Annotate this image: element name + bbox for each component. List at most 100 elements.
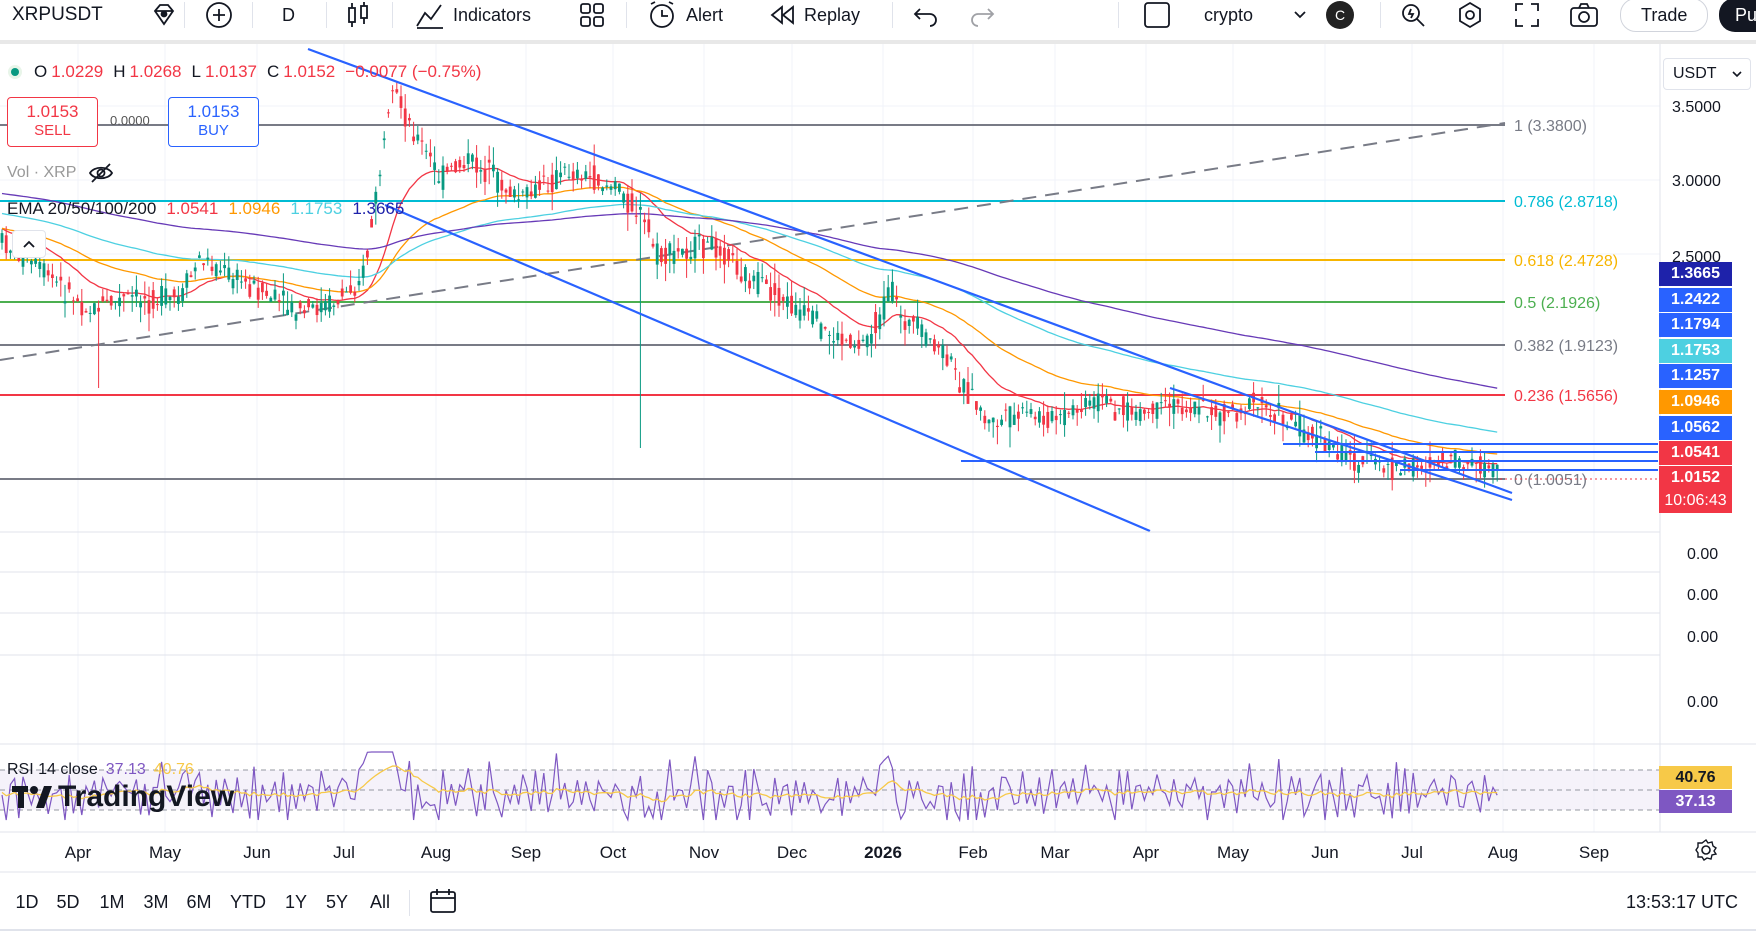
open-value: 1.0229 (51, 62, 104, 81)
candle-body (139, 302, 142, 308)
diamond-icon[interactable] (150, 0, 178, 30)
candle-body (639, 206, 642, 210)
date-range-calendar-icon[interactable] (428, 886, 458, 921)
candle-body (664, 247, 667, 264)
descending-channel[interactable] (307, 47, 1513, 533)
ema-50-line (1, 186, 1498, 455)
price-tick-label: 2.5000 (1672, 249, 1721, 266)
candle-body (815, 311, 819, 319)
market-status-icon[interactable] (8, 65, 22, 79)
candle-body (937, 344, 940, 348)
redo-icon[interactable] (968, 0, 996, 30)
price-badge: 1.0152 (1659, 466, 1732, 490)
candle-body (1231, 404, 1234, 410)
candle-body (63, 301, 67, 304)
candle-body (555, 170, 558, 190)
interval-selector[interactable]: D (282, 4, 295, 25)
eye-hidden-icon[interactable] (88, 162, 114, 184)
dashed-trendline[interactable] (0, 122, 1506, 361)
candle-body (760, 277, 764, 279)
candle-body (1130, 406, 1134, 415)
fibonacci-retracement[interactable]: 1 (3.3800) 0.786 (2.8718) 0.618 (2.4728) 0.… (0, 118, 1618, 489)
open-label: O (34, 62, 48, 81)
range-button[interactable]: YTD (230, 892, 266, 912)
range-button[interactable]: 5D (56, 892, 80, 912)
undo-icon[interactable] (912, 0, 940, 30)
collapse-legend-button[interactable] (12, 230, 46, 258)
trade-button[interactable]: Trade (1620, 0, 1709, 32)
candle-body (857, 339, 861, 349)
candle-body (479, 170, 483, 172)
candle-body (1273, 414, 1276, 422)
candle-body (147, 300, 151, 314)
layout-square-icon[interactable] (1142, 0, 1172, 30)
candle-body (1474, 463, 1478, 465)
replay-button[interactable]: Replay (768, 0, 860, 30)
currency-selector[interactable]: USDT (1663, 58, 1751, 90)
candle-body (445, 166, 449, 171)
layout-name[interactable]: crypto (1204, 4, 1254, 25)
candle-body (840, 333, 844, 346)
templates-icon[interactable] (578, 0, 606, 30)
symbol-search[interactable]: XRPUSDT (12, 4, 103, 25)
fib-level-label: 0.382 (1.9123) (1514, 338, 1618, 355)
candle-body (601, 187, 604, 192)
candle-body (668, 243, 672, 255)
avatar[interactable]: C (1326, 1, 1354, 29)
range-button[interactable]: 1D (15, 892, 39, 912)
range-button[interactable]: 1Y (284, 892, 308, 912)
fullscreen-icon[interactable] (1512, 0, 1542, 30)
candle-body (874, 312, 877, 334)
ema-legend[interactable]: EMA 20/50/100/200 1.0541 1.0946 1.1753 1… (7, 199, 404, 219)
candle-body (592, 165, 596, 190)
horizontal-rays[interactable] (961, 443, 1658, 480)
ema100-value: 1.1753 (290, 199, 343, 218)
candle-body (802, 305, 806, 316)
camera-icon[interactable] (1568, 0, 1600, 30)
candle-body (819, 323, 823, 339)
chevron-down-icon[interactable] (1290, 0, 1310, 30)
candle-body (886, 287, 890, 302)
time-axis-label: May (1216, 843, 1250, 862)
range-button[interactable]: 5Y (325, 892, 349, 912)
settings-gear-icon[interactable] (1694, 838, 1718, 867)
range-button[interactable]: 6M (186, 892, 212, 912)
candle-body (59, 276, 63, 281)
rsi-legend[interactable]: RSI 14 close 37.13 40.76 (7, 761, 194, 779)
buy-label: BUY (198, 122, 229, 139)
ema-20-line (1, 166, 1498, 465)
tradingview-logo[interactable]: TradingView (12, 780, 234, 814)
candle-body (231, 279, 235, 289)
buy-button[interactable]: 1.0153 BUY (168, 97, 259, 147)
alarm-clock-icon (650, 1, 674, 28)
top-toolbar: XRPUSDT D Indicators Alert Replay crypto (0, 0, 1756, 36)
candle-body (1466, 461, 1470, 465)
range-button[interactable]: All (369, 892, 391, 912)
candle-body (227, 267, 231, 280)
settings-hexagon-icon[interactable] (1455, 0, 1485, 30)
candle-body (252, 280, 256, 284)
volume-label: Vol · XRP (7, 164, 77, 181)
candle-body (311, 304, 315, 308)
candle-body (395, 89, 399, 93)
utc-clock[interactable]: 13:53:17 UTC (1625, 892, 1738, 912)
candle-body (714, 237, 718, 258)
candle-body (1395, 462, 1398, 467)
candle-body (1164, 400, 1167, 402)
add-symbol-icon[interactable] (204, 0, 234, 30)
quick-search-icon[interactable] (1398, 0, 1428, 30)
chart-type-candles-icon[interactable] (345, 0, 371, 30)
candle-body (1159, 402, 1163, 404)
indicators-button[interactable]: Indicators (415, 0, 531, 30)
price-axis[interactable]: 3.5000 3.0000 2.5000 0.00 0.00 0.00 0.00 (1672, 99, 1721, 711)
candle-body (933, 339, 936, 352)
sell-button[interactable]: 1.0153 SELL (7, 97, 98, 147)
candle-body (647, 219, 651, 233)
range-button[interactable]: 1M (99, 892, 125, 912)
candle-body (853, 345, 856, 348)
range-button[interactable]: 3M (143, 892, 169, 912)
alert-button[interactable]: Alert (646, 0, 723, 30)
publish-button[interactable]: Pu (1719, 0, 1756, 32)
volume-legend[interactable]: Vol · XRP (7, 162, 114, 184)
